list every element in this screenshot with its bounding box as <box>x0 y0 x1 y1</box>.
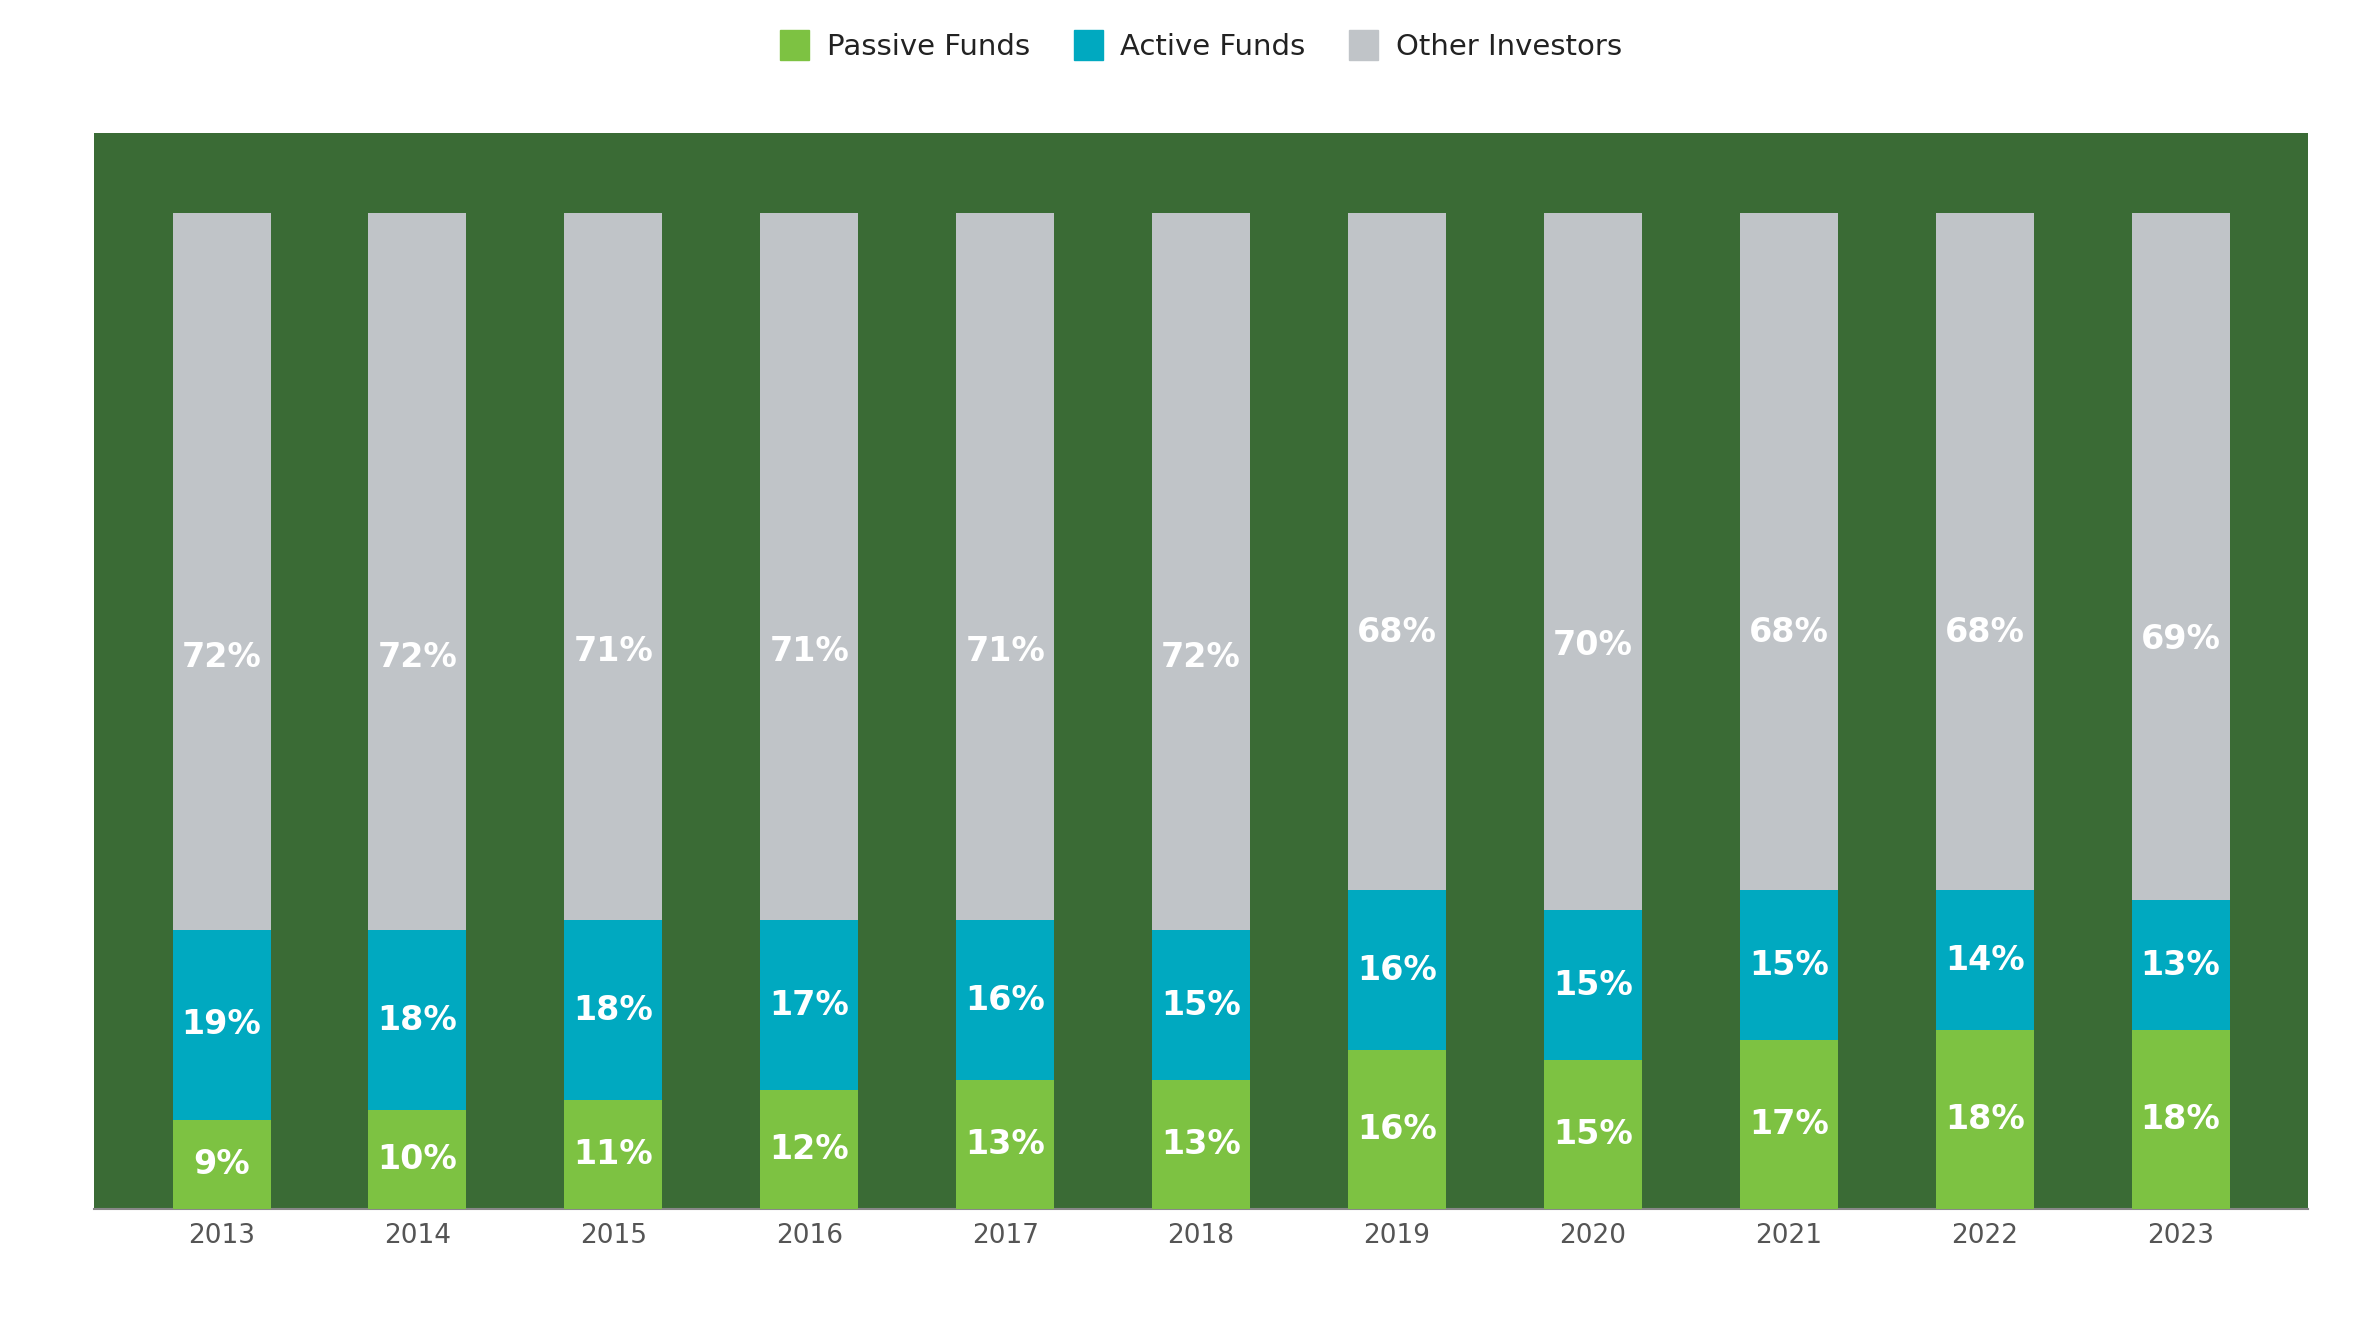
Text: 18%: 18% <box>2141 1103 2221 1136</box>
Bar <box>172 1119 271 1209</box>
Text: 70%: 70% <box>1552 629 1632 662</box>
Text: 14%: 14% <box>1945 944 2025 977</box>
Bar <box>367 1110 466 1209</box>
Bar <box>367 213 466 930</box>
Bar <box>1936 213 2035 890</box>
Bar <box>565 1100 662 1209</box>
Text: 18%: 18% <box>377 1003 457 1037</box>
Bar <box>956 1079 1055 1209</box>
Text: 71%: 71% <box>770 635 850 668</box>
Bar <box>956 920 1055 1079</box>
Bar <box>1545 1061 1641 1209</box>
Bar <box>1152 1079 1251 1209</box>
Bar <box>761 213 857 921</box>
Bar <box>565 920 662 1100</box>
Text: 15%: 15% <box>1552 969 1632 1002</box>
Bar <box>761 920 857 1090</box>
Legend: Passive Funds, Active Funds, Other Investors: Passive Funds, Active Funds, Other Inves… <box>768 19 1634 72</box>
Text: 16%: 16% <box>966 983 1046 1017</box>
Text: 11%: 11% <box>575 1138 652 1171</box>
Bar <box>1936 1030 2035 1209</box>
Bar <box>1347 213 1446 890</box>
Text: 68%: 68% <box>1750 617 1830 650</box>
Bar <box>2131 213 2230 901</box>
Bar <box>565 213 662 921</box>
Bar <box>1740 1039 1837 1209</box>
Bar <box>761 1090 857 1209</box>
Text: 13%: 13% <box>2141 949 2221 982</box>
Bar <box>1740 213 1837 890</box>
Text: 16%: 16% <box>1356 1114 1437 1146</box>
Text: 19%: 19% <box>181 1009 261 1042</box>
Text: 72%: 72% <box>181 641 261 674</box>
Text: 13%: 13% <box>966 1128 1046 1162</box>
Text: 71%: 71% <box>575 635 652 668</box>
Text: 16%: 16% <box>1356 954 1437 986</box>
Bar <box>1740 890 1837 1039</box>
Text: 17%: 17% <box>770 989 850 1022</box>
Bar <box>1347 1050 1446 1209</box>
Text: 15%: 15% <box>1552 1118 1632 1151</box>
Text: 9%: 9% <box>193 1148 250 1181</box>
Bar <box>1152 930 1251 1079</box>
Text: 17%: 17% <box>1750 1108 1827 1142</box>
Text: 15%: 15% <box>1750 949 1827 982</box>
Bar <box>1936 890 2035 1030</box>
Bar <box>1545 213 1641 910</box>
Bar <box>2131 901 2230 1030</box>
Text: 71%: 71% <box>966 635 1046 668</box>
Bar <box>1347 890 1446 1050</box>
Text: 18%: 18% <box>575 994 652 1026</box>
Bar <box>1152 213 1251 930</box>
Text: 10%: 10% <box>377 1143 457 1176</box>
Text: 69%: 69% <box>2141 622 2221 655</box>
Text: 12%: 12% <box>770 1134 850 1166</box>
Bar <box>367 930 466 1110</box>
Text: 15%: 15% <box>1161 989 1241 1022</box>
Bar <box>2131 1030 2230 1209</box>
Bar <box>956 213 1055 921</box>
Bar <box>172 930 271 1119</box>
Text: 68%: 68% <box>1356 617 1437 650</box>
Bar <box>172 213 271 930</box>
Text: 72%: 72% <box>1161 641 1241 674</box>
Text: 18%: 18% <box>1945 1103 2025 1136</box>
Text: 68%: 68% <box>1945 617 2025 650</box>
Bar <box>1545 910 1641 1061</box>
Text: 72%: 72% <box>377 641 457 674</box>
Text: 13%: 13% <box>1161 1128 1241 1162</box>
